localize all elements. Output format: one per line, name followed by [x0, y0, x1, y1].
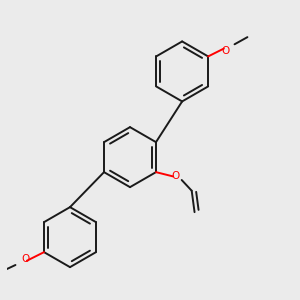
Text: O: O — [22, 254, 30, 264]
Text: O: O — [171, 171, 179, 181]
Text: O: O — [221, 46, 229, 56]
